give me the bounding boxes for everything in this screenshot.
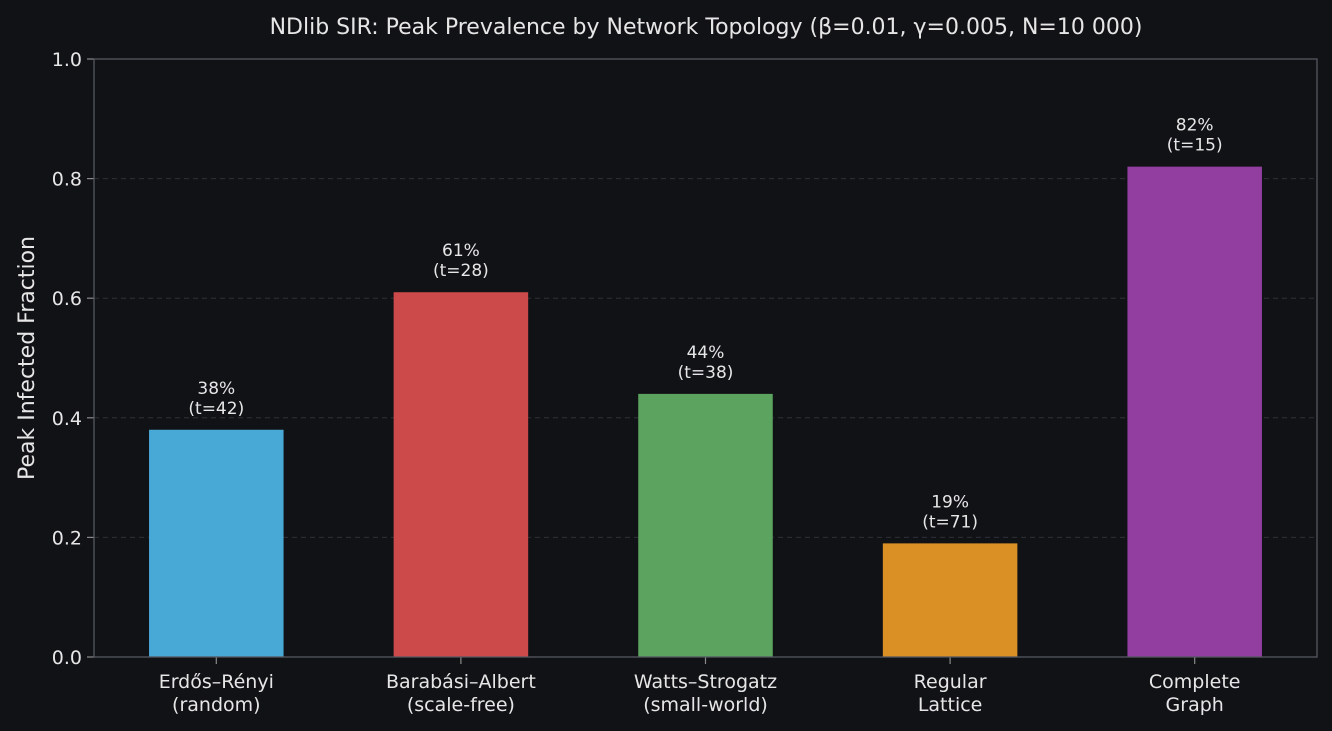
x-tick-label: (scale-free) [407,694,515,716]
y-tick-label: 0.6 [52,288,82,310]
bar-value-label: (t=15) [1167,136,1223,156]
bar [1127,166,1262,657]
bar-value-label: 19% [931,492,969,512]
data-labels: 38%(t=42) 61%(t=28) 44%(t=38) 19%(t=71) 82%(… [188,116,1222,533]
bar-value-label: 44% [687,343,725,363]
x-tick-label: Watts–Strogatz [634,671,777,693]
y-tick-label: 0.2 [52,527,82,549]
x-tick-label: Lattice [918,694,983,716]
x-tick-label: Regular [914,671,987,693]
y-tick-label: 0.8 [52,169,82,191]
bar [393,292,529,657]
bar-value-label: 38% [197,379,235,399]
bar-value-label: (t=71) [922,512,978,532]
bars [149,166,1262,657]
bar-value-label: (t=28) [433,261,489,281]
x-tick-label: (small-world) [643,694,768,716]
plot-frame [93,58,1318,658]
x-tick-label: (random) [172,694,261,716]
x-tick-label: Graph [1166,694,1224,716]
y-axis-label: Peak Infected Fraction [15,236,40,480]
y-tick-label: 1.0 [52,49,82,71]
axes: 0.0 0.2 0.4 0.6 0.8 1.0 Erdős–Rényi(random) Bar… [52,49,1318,716]
bar-value-label: 61% [442,241,480,261]
bar [638,393,773,657]
y-tick-label: 0.0 [52,647,82,669]
y-tick-label: 0.4 [52,408,82,430]
bar [149,429,284,657]
x-tick-label: Barabási–Albert [386,671,536,693]
bar-value-label: (t=38) [678,363,734,383]
grid-lines [94,178,1317,538]
bar-value-label: (t=42) [188,399,244,419]
bar-value-label: 82% [1176,116,1214,136]
chart-title: NDlib SIR: Peak Prevalence by Network To… [270,15,1143,40]
x-tick-label: Erdős–Rényi [159,671,274,693]
x-tick-label: Complete [1149,671,1241,693]
bar [882,543,1018,657]
